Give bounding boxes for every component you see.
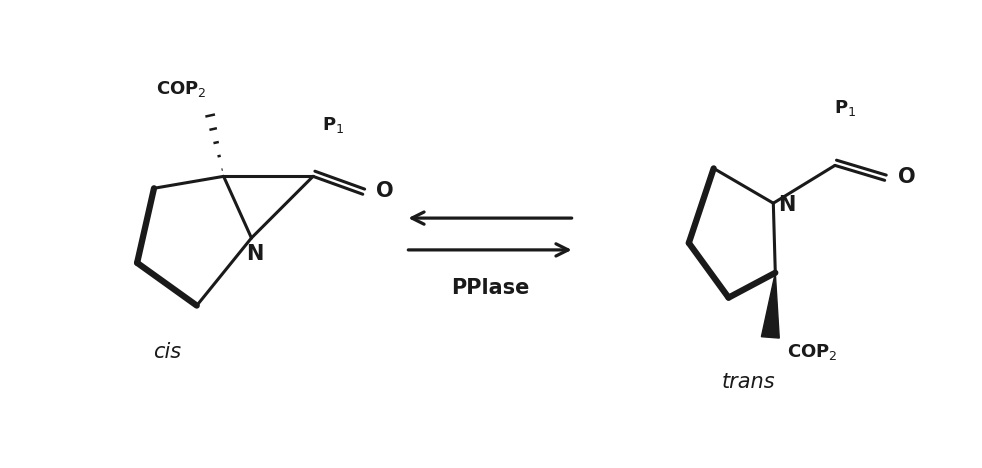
Text: cis: cis <box>153 342 181 362</box>
Text: P$_1$: P$_1$ <box>322 115 344 135</box>
Text: N: N <box>779 195 795 215</box>
Text: O: O <box>376 181 394 201</box>
Text: trans: trans <box>722 372 775 392</box>
Text: COP$_2$: COP$_2$ <box>155 79 206 99</box>
Text: N: N <box>246 244 263 264</box>
Text: PPlase: PPlase <box>451 278 529 298</box>
Text: P$_1$: P$_1$ <box>834 98 856 117</box>
Text: O: O <box>898 168 915 187</box>
Polygon shape <box>761 273 780 338</box>
Text: COP$_2$: COP$_2$ <box>787 343 838 362</box>
